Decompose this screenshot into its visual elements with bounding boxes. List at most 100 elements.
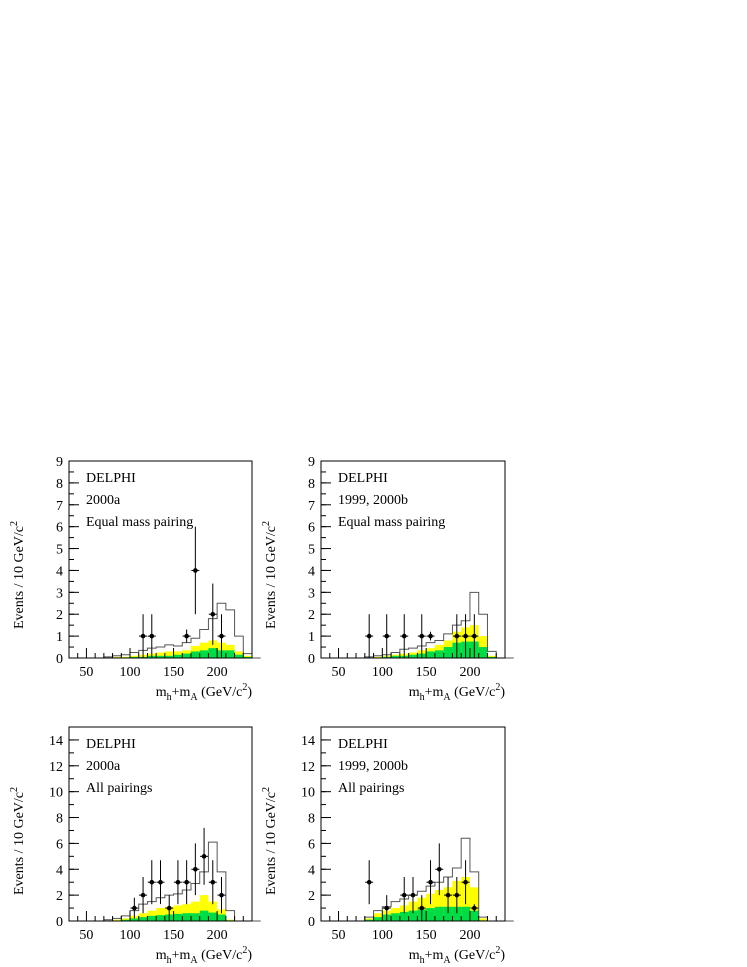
y-tick-label: 7 [308,499,315,514]
data-point [210,611,216,617]
data-point [149,633,155,639]
yellow-bin [164,651,174,658]
green-bin [156,655,165,658]
y-tick-label: 8 [308,477,315,492]
y-tick-label: 3 [56,586,63,601]
x-axis-label-part: ) [500,948,505,963]
x-axis-label-part: A [443,955,451,966]
y-tick-label: 0 [56,915,63,930]
y-tick-label: 5 [308,543,315,558]
green-bin [217,914,226,921]
green-bin [408,910,418,921]
green-bin [173,654,183,658]
data-point [166,905,172,911]
y-tick-label: 4 [56,564,63,579]
green-bin [173,913,183,921]
y-tick-label: 12 [49,760,63,775]
x-axis-label-part: 2 [495,682,500,693]
yellow-bin [156,908,165,921]
data-point [140,633,146,639]
y-tick-label: 0 [56,652,63,667]
data-point [472,633,477,639]
yellow-bin [243,655,252,658]
data-point [149,879,155,885]
y-axis-label-sup: 2 [261,521,272,526]
green-bin [130,656,139,658]
green-bin [391,913,400,921]
x-tick-label: 150 [416,665,437,680]
data-point [140,892,146,898]
plot-frame [68,726,253,922]
green-bin [364,919,374,921]
y-tick-label: 10 [49,786,63,801]
y-tick-label: 0 [308,652,315,667]
green-bin [234,654,244,658]
x-tick-label: 150 [416,928,437,943]
y-tick-label: 14 [49,734,63,749]
x-tick-label: 50 [332,665,346,680]
data-point [210,879,216,885]
green-bin [208,648,218,658]
annotation-text: All pairings [86,781,153,796]
annotation-text: Equal mass pairing [338,515,445,530]
data-point [463,879,468,885]
green-bin [399,911,409,921]
x-axis-label-part: 2 [242,682,247,693]
annotation-text: 2000a [86,759,121,774]
green-bin [191,913,200,921]
x-axis-label-part: h [420,692,425,703]
data-point [175,879,181,885]
yellow-bin [426,893,435,921]
annotation-text: DELPHI [338,737,388,752]
yellow-bin [121,656,130,658]
data-point [410,892,416,898]
green-bin [461,906,470,921]
x-axis-label-part: m [409,685,420,700]
green-bin [434,650,444,658]
x-tick-label: 100 [372,928,393,943]
y-tick-label: 9 [308,455,315,470]
y-axis-label-sup: 2 [9,521,20,526]
x-axis-label: mh+mA (GeV/c2) [156,945,253,966]
y-axis-label-text: Events / 10 GeV/c [12,526,27,629]
x-axis-label-part: 2 [495,945,500,956]
green-bin [373,917,383,921]
x-axis-label-part: ) [500,685,505,700]
data-point [193,866,198,872]
green-bin [243,656,252,658]
y-tick-label: 1 [308,630,315,645]
y-tick-label: 2 [308,889,315,904]
x-axis-label-part: h [167,955,172,966]
x-axis-label-part: ) [247,948,252,963]
green-bin [452,906,462,921]
annotation-text: 1999, 2000b [338,759,408,774]
green-bin [156,915,165,921]
x-tick-label: 100 [120,665,141,680]
x-axis-label-part: +m [425,948,444,963]
x-axis-label-part: +m [172,948,191,963]
y-tick-label: 14 [301,734,315,749]
yellow-bin [434,889,444,921]
annotation-text: DELPHI [338,471,388,486]
x-axis-label-part: m [409,948,420,963]
y-tick-label: 8 [308,812,315,827]
x-tick-label: 200 [459,928,480,943]
x-axis-label-part: (GeV/c [198,948,243,963]
x-tick-label: 200 [207,665,228,680]
green-bin [487,656,497,658]
data-point [132,905,137,911]
x-axis-label-part: 2 [242,945,247,956]
x-axis-label-part: A [443,692,451,703]
data-point [401,633,407,639]
annotation-text: DELPHI [86,737,136,752]
y-axis-label: Events / 10 GeV/c2 [261,521,279,629]
yellow-bin [130,655,139,658]
x-axis-label-part: A [190,692,198,703]
data-point [184,633,189,639]
y-tick-label: 7 [56,499,63,514]
green-bin [164,655,174,658]
plot-frame [68,460,253,659]
